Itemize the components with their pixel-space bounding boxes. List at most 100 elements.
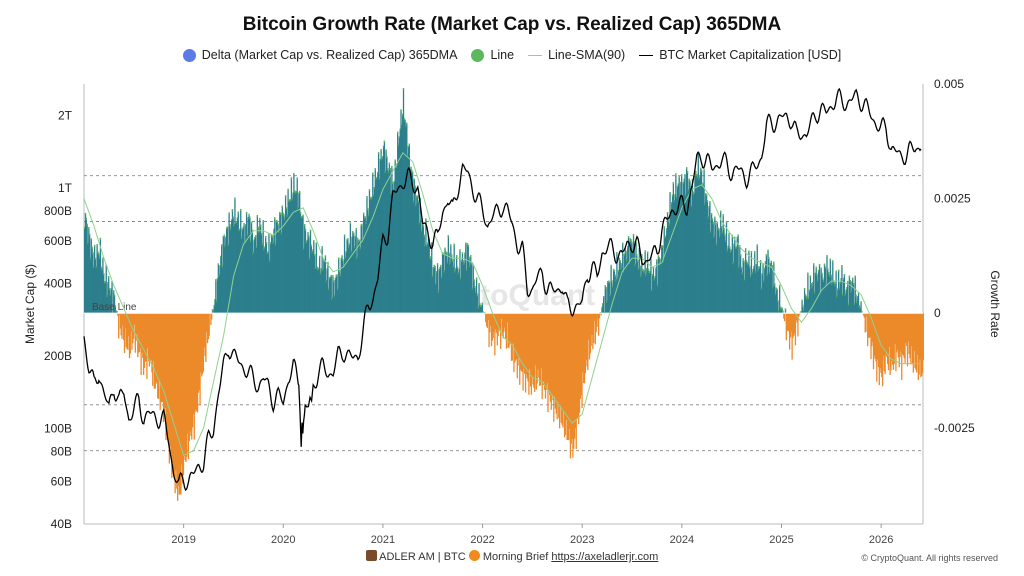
growth-bar-negative [198,313,200,391]
growth-bar-positive [415,203,417,314]
growth-bar-edge [405,124,407,127]
growth-bar-positive [333,280,335,314]
growth-bar-edge [268,233,270,236]
growth-bar-edge [344,257,347,260]
growth-bar-positive [377,152,380,314]
growth-bar-positive [274,243,277,314]
growth-bar-edge [753,266,755,269]
growth-bar-negative [794,313,797,346]
growth-bar-positive [770,260,773,314]
growth-bar-negative [130,313,132,332]
growth-bar-edge [456,255,458,258]
growth-bar-edge [85,217,87,220]
growth-bar-edge [627,236,630,239]
growth-bar-negative [783,313,786,322]
growth-bar-positive [216,278,219,314]
growth-bar-positive [744,248,747,314]
growth-bar-negative [796,313,798,323]
legend-item-delta[interactable]: Delta (Market Cap vs. Realized Cap) 365D… [182,48,457,62]
growth-bar-positive [435,282,437,314]
growth-bar-positive [641,253,643,314]
growth-bar-edge [301,216,303,219]
growth-bar-edge [729,246,731,249]
growth-bar-negative [186,313,189,434]
growth-bar-edge [450,244,452,247]
sma90-line [83,151,921,456]
growth-bar-edge [391,165,393,168]
growth-bar-edge [695,174,698,177]
legend-item-btc[interactable]: BTC Market Capitalization [USD] [639,48,841,62]
growth-bar-positive [416,195,419,314]
growth-bar-positive [94,257,97,314]
growth-bar-negative [554,313,557,409]
growth-bar-positive [715,243,718,314]
growth-bar-positive [670,208,672,314]
growth-bar-negative [584,313,587,374]
growth-bar-positive [245,211,248,314]
growth-bar-edge [340,257,342,260]
legend-item-line[interactable]: Line [471,48,514,62]
growth-bar-edge [86,223,88,226]
growth-bar-positive [664,236,666,314]
growth-bar-edge [431,242,433,245]
growth-bar-negative [563,313,565,412]
growth-bar-negative [872,313,875,370]
growth-bar-edge [276,220,278,223]
growth-bar-negative [509,313,512,343]
growth-bar-negative [211,313,213,320]
growth-bar-edge [291,198,293,201]
growth-bar-edge [469,264,471,267]
growth-bar-edge [828,275,831,278]
growth-bar-positive [481,302,484,314]
growth-bar-edge [410,166,412,169]
growth-bar-positive [325,280,327,314]
growth-bar-positive [852,283,855,314]
legend-label: BTC Market Capitalization [USD] [659,48,842,62]
growth-bar-negative [862,313,865,316]
growth-bar-negative [125,313,127,348]
growth-bar-edge [778,309,780,312]
growth-bar-edge [613,270,616,273]
growth-bar-edge [114,305,117,308]
growth-bar-edge [673,200,675,203]
growth-bar-edge [441,276,443,279]
growth-bar-negative [553,313,555,422]
growth-bar-edge [348,243,351,246]
growth-bar-edge [436,271,438,274]
growth-bar-edge [617,270,620,273]
growth-bar-edge [104,281,107,284]
growth-bar-negative [205,313,207,362]
growth-bar-positive [441,276,443,314]
growth-bar-positive [811,286,813,314]
growth-bar-edge [265,236,267,239]
growth-bar-positive [297,206,299,314]
growth-bar-positive [803,288,806,314]
growth-bar-positive [722,214,724,314]
growth-bar-edge [666,228,668,231]
growth-bar-negative [570,313,572,444]
growth-bar-edge [823,263,826,266]
footer-link[interactable]: https://axeladlerjr.com [551,551,659,563]
growth-bar-negative [157,313,159,399]
growth-bar-positive [420,218,422,314]
growth-bar-positive [710,230,712,314]
growth-bar-negative [539,313,541,387]
growth-bar-positive [357,237,359,314]
growth-bar-positive [421,223,424,314]
growth-bar-positive [271,235,273,314]
growth-bar-edge [771,265,773,268]
growth-bar-positive [267,251,269,314]
growth-bar-edge [353,246,356,249]
growth-bar-positive [755,264,758,314]
growth-bar-positive [842,293,844,314]
growth-bar-edge [454,270,456,273]
growth-bar-positive [674,194,676,314]
growth-bar-edge [842,293,844,296]
growth-bar-edge [228,212,230,215]
legend-item-sma[interactable]: Line-SMA(90) [528,48,625,62]
growth-bar-edge [388,162,391,165]
legend-label: Line [490,48,515,62]
growth-bar-edge [615,279,617,282]
growth-bar-edge [736,236,738,239]
growth-bar-positive [818,263,821,314]
